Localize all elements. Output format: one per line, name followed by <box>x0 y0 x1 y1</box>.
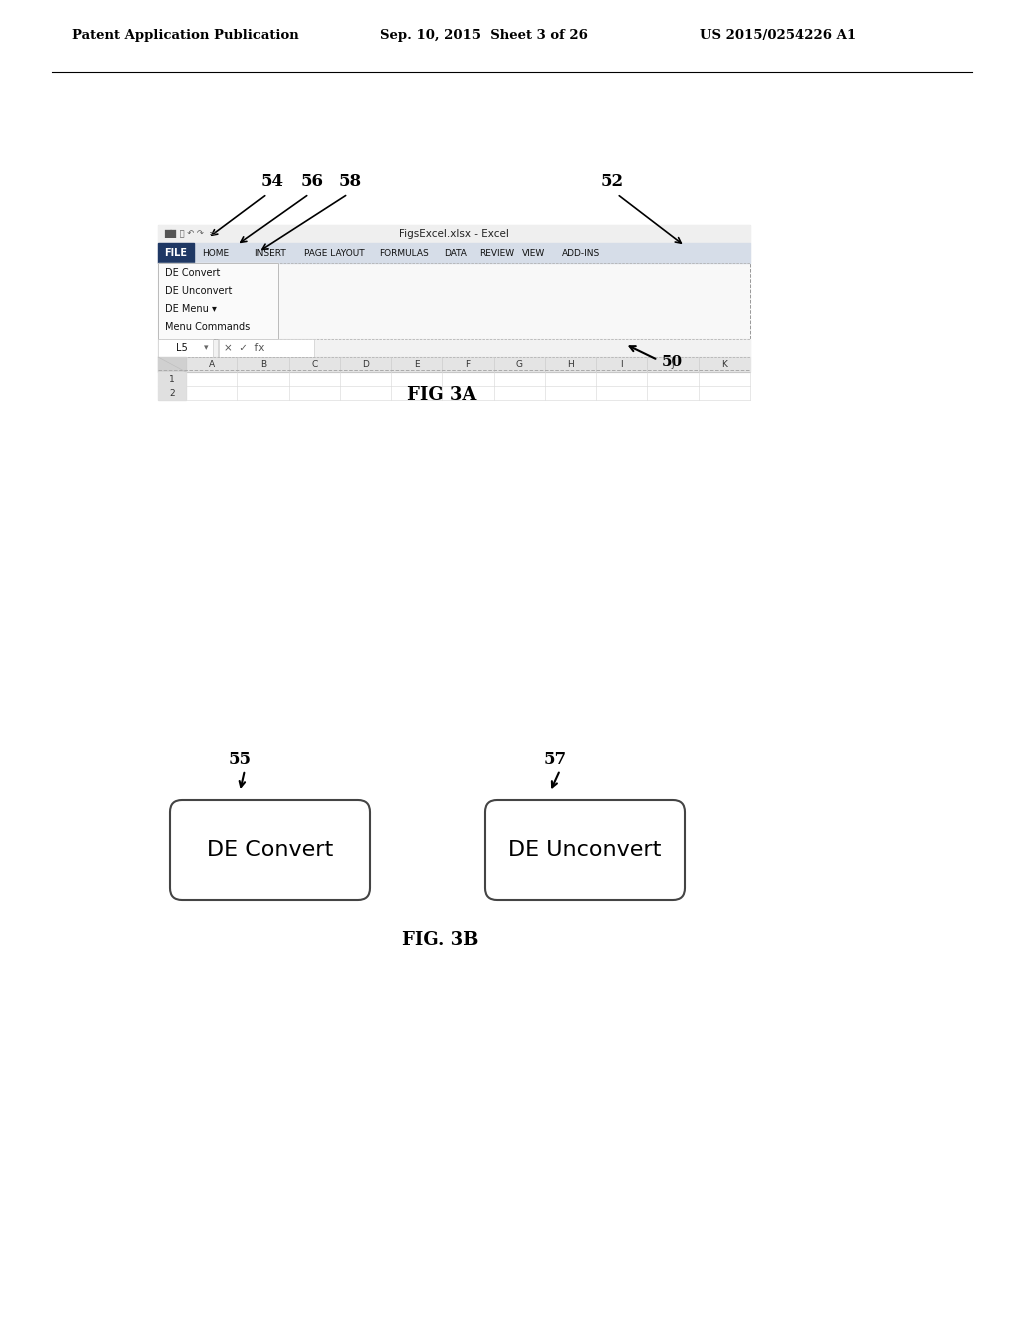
Text: HOME: HOME <box>202 248 229 257</box>
FancyBboxPatch shape <box>170 800 370 900</box>
Text: A: A <box>209 360 215 370</box>
Text: FORMULAS: FORMULAS <box>379 248 429 257</box>
Text: FIG 3A: FIG 3A <box>408 385 477 404</box>
Bar <box>158 339 750 356</box>
Text: 50: 50 <box>662 355 683 370</box>
Text: FIG. 3B: FIG. 3B <box>401 931 478 949</box>
Bar <box>158 243 750 263</box>
Text: G: G <box>516 360 523 370</box>
Text: PAGE LAYOUT: PAGE LAYOUT <box>304 248 365 257</box>
Text: 56: 56 <box>300 173 324 190</box>
Bar <box>158 263 278 339</box>
Text: DE Menu ▾: DE Menu ▾ <box>165 304 217 314</box>
Text: I: I <box>621 360 624 370</box>
Text: B: B <box>260 360 266 370</box>
FancyBboxPatch shape <box>485 800 685 900</box>
Text: E: E <box>414 360 420 370</box>
Text: 55: 55 <box>228 751 252 768</box>
Text: 2: 2 <box>169 388 175 397</box>
Text: Sep. 10, 2015  Sheet 3 of 26: Sep. 10, 2015 Sheet 3 of 26 <box>380 29 588 41</box>
Bar <box>158 224 750 370</box>
Text: REVIEW: REVIEW <box>479 248 514 257</box>
Text: FILE: FILE <box>165 248 187 257</box>
Text: 58: 58 <box>339 173 361 190</box>
Text: ▾: ▾ <box>204 343 209 352</box>
Text: 1: 1 <box>169 375 175 384</box>
Bar <box>158 224 750 243</box>
Text: DE Convert: DE Convert <box>165 268 220 279</box>
Text: █▉ ⎗ ↶ ↷  =: █▉ ⎗ ↶ ↷ = <box>164 230 216 239</box>
Text: 57: 57 <box>544 751 566 768</box>
Text: ×  ✓  fx: × ✓ fx <box>224 343 264 352</box>
Text: ADD-INS: ADD-INS <box>562 248 600 257</box>
Text: US 2015/0254226 A1: US 2015/0254226 A1 <box>700 29 856 41</box>
Text: Menu Commands: Menu Commands <box>165 322 250 333</box>
Text: DATA: DATA <box>444 248 467 257</box>
Bar <box>158 385 186 400</box>
Bar <box>158 356 750 372</box>
FancyBboxPatch shape <box>219 339 314 356</box>
Text: C: C <box>311 360 317 370</box>
Text: INSERT: INSERT <box>254 248 286 257</box>
Text: Patent Application Publication: Patent Application Publication <box>72 29 299 41</box>
Text: K: K <box>722 360 727 370</box>
Text: DE Unconvert: DE Unconvert <box>508 840 662 861</box>
Text: FigsExcel.xlsx - Excel: FigsExcel.xlsx - Excel <box>399 228 509 239</box>
Bar <box>158 372 186 385</box>
FancyBboxPatch shape <box>158 263 278 339</box>
Text: DE Unconvert: DE Unconvert <box>165 286 232 296</box>
Text: 52: 52 <box>600 173 624 190</box>
Text: J: J <box>672 360 675 370</box>
Text: VIEW: VIEW <box>522 248 545 257</box>
Bar <box>158 356 186 372</box>
Text: DE Convert: DE Convert <box>207 840 333 861</box>
Text: H: H <box>567 360 573 370</box>
Text: 54: 54 <box>260 173 284 190</box>
Text: F: F <box>466 360 471 370</box>
Text: D: D <box>362 360 369 370</box>
FancyBboxPatch shape <box>158 339 213 356</box>
Text: L5: L5 <box>176 343 187 352</box>
Bar <box>158 243 194 263</box>
